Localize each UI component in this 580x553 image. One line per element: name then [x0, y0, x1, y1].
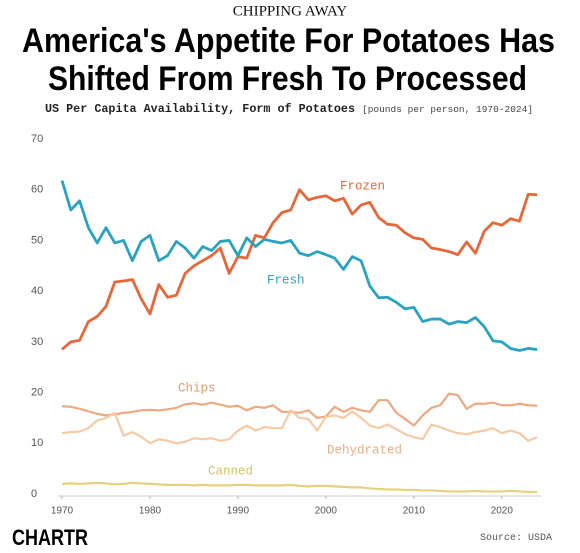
kicker: CHIPPING AWAY [233, 3, 348, 19]
series-line [60, 180, 538, 352]
unit-note: [pounds per person, 1970-2024] [362, 104, 533, 115]
x-tick-label: 2020 [491, 506, 514, 517]
x-tick-label: 2000 [315, 506, 338, 517]
y-tick-label: 50 [31, 234, 43, 246]
series-line [61, 409, 538, 445]
series-label: Dehydrated [327, 443, 402, 457]
series-line [61, 481, 537, 494]
y-tick-label: 70 [31, 133, 43, 145]
series-line [61, 392, 538, 427]
series-label: Chips [178, 381, 216, 395]
x-tick-label: 2010 [403, 506, 426, 517]
y-tick-label: 60 [31, 184, 43, 196]
y-tick-label: 10 [31, 437, 43, 449]
x-tick-label: 1990 [227, 506, 250, 517]
source: Source: USDA [480, 533, 552, 544]
series-line [61, 188, 538, 351]
series-label: Canned [208, 464, 253, 478]
y-tick-label: 0 [31, 488, 37, 500]
x-tick-label: 1970 [51, 506, 74, 517]
title-line: America's Appetite For Potatoes Has [22, 22, 555, 60]
title-line: Shifted From Fresh To Processed [48, 60, 527, 98]
subtitle: US Per Capita Availability, Form of Pota… [45, 102, 355, 116]
y-tick-label: 40 [31, 285, 43, 297]
x-tick-label: 1980 [139, 506, 162, 517]
logo: CHARTR [12, 525, 88, 550]
series-label: Frozen [340, 179, 385, 193]
y-tick-label: 30 [31, 336, 43, 348]
series-label: Fresh [267, 273, 305, 287]
y-tick-label: 20 [31, 386, 43, 398]
